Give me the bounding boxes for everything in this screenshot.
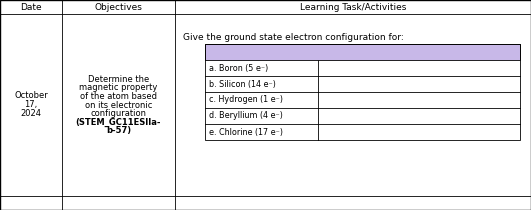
Bar [205,44,520,60]
Text: 2024: 2024 [21,109,41,118]
Text: b. Silicon (14 e⁻): b. Silicon (14 e⁻) [209,80,276,88]
Text: a. Boron (5 e⁻): a. Boron (5 e⁻) [209,63,268,72]
Bar [205,44,520,140]
Text: Determine the: Determine the [88,75,149,84]
Text: d. Beryllium (4 e⁻): d. Beryllium (4 e⁻) [209,112,283,121]
Text: 17,: 17, [24,101,38,109]
Text: Learning Task/Activities: Learning Task/Activities [300,3,406,12]
Text: b-57): b-57) [106,126,131,135]
Text: Element: Element [244,47,279,56]
Text: Using Spdf notation: Using Spdf notation [378,47,460,56]
Text: on its electronic: on its electronic [85,101,152,109]
Text: October: October [14,92,48,101]
Text: of the atom based: of the atom based [80,92,157,101]
Text: configuration: configuration [90,109,147,118]
Text: Objectives: Objectives [95,3,142,12]
Text: Date: Date [20,3,42,12]
Text: magnetic property: magnetic property [79,84,158,92]
Text: (STEM_GC11ESIIa-: (STEM_GC11ESIIa- [76,117,161,127]
Text: Give the ground state electron configuration for:: Give the ground state electron configura… [183,34,404,42]
Text: e. Chlorine (17 e⁻): e. Chlorine (17 e⁻) [209,127,283,136]
Text: c. Hydrogen (1 e⁻): c. Hydrogen (1 e⁻) [209,96,283,105]
